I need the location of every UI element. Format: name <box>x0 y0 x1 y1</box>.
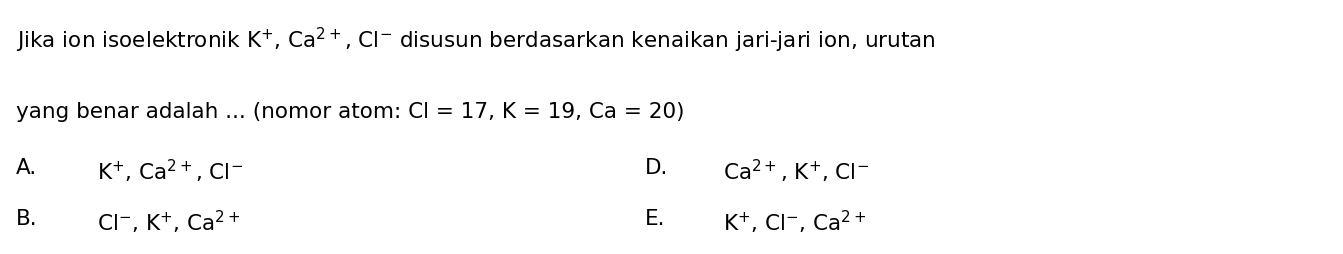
Text: $\mathrm{Cl^{-}}$, $\mathrm{K^{+}}$, $\mathrm{Ca^{2+}}$: $\mathrm{Cl^{-}}$, $\mathrm{K^{+}}$, $\m… <box>97 208 240 235</box>
Text: B.: B. <box>16 208 38 228</box>
Text: E.: E. <box>645 208 665 228</box>
Text: $\mathrm{K^{+}}$, $\mathrm{Cl^{-}}$, $\mathrm{Ca^{2+}}$: $\mathrm{K^{+}}$, $\mathrm{Cl^{-}}$, $\m… <box>723 208 866 235</box>
Text: $\mathrm{K^{+}}$, $\mathrm{Ca^{2+}}$, $\mathrm{Cl^{-}}$: $\mathrm{K^{+}}$, $\mathrm{Ca^{2+}}$, $\… <box>97 157 243 185</box>
Text: Jika ion isoelektronik $\mathrm{K^{+}}$, $\mathrm{Ca^{2+}}$, $\mathrm{Cl^{-}}$ d: Jika ion isoelektronik $\mathrm{K^{+}}$,… <box>16 25 936 55</box>
Text: D.: D. <box>645 157 667 177</box>
Text: $\mathrm{Ca^{2+}}$, $\mathrm{K^{+}}$, $\mathrm{Cl^{-}}$: $\mathrm{Ca^{2+}}$, $\mathrm{K^{+}}$, $\… <box>723 157 869 185</box>
Text: yang benar adalah ... (nomor atom: Cl = 17, K = 19, Ca = 20): yang benar adalah ... (nomor atom: Cl = … <box>16 102 685 121</box>
Text: A.: A. <box>16 157 38 177</box>
